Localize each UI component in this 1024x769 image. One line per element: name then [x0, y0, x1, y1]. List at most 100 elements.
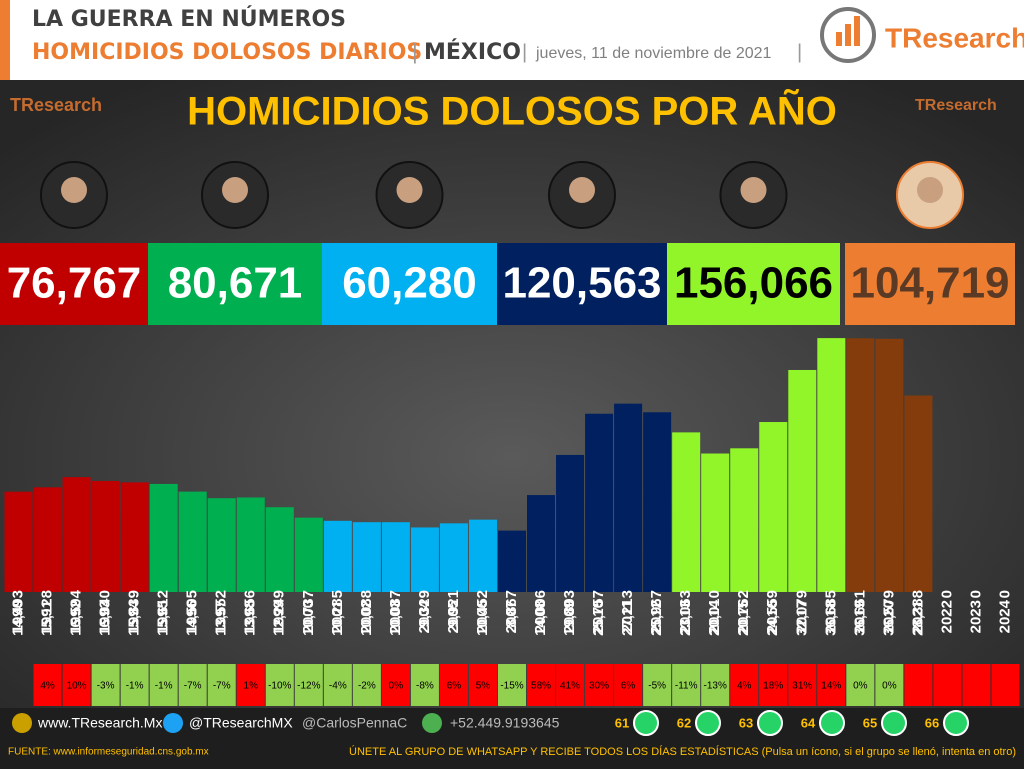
value-label: 10,088: [358, 590, 375, 636]
change-label: 10%: [67, 681, 87, 692]
x-tick-label: 2005: [445, 600, 462, 633]
change-label: 6%: [447, 681, 462, 692]
x-tick-label: 2011: [619, 600, 636, 633]
bar: [788, 369, 817, 592]
whatsapp-icon[interactable]: [695, 710, 721, 736]
bar: [497, 530, 527, 592]
change-cell: [933, 664, 962, 706]
logo: TResearch: [820, 7, 1024, 63]
portrait-face: [740, 177, 767, 203]
value-label: 15,612: [155, 590, 172, 636]
change-cell: [585, 664, 614, 706]
change-label: -7%: [213, 681, 231, 692]
change-label: 0%: [853, 681, 868, 692]
header-stripe: [0, 0, 10, 80]
change-label: 6%: [621, 681, 636, 692]
bar: [701, 453, 730, 592]
header-bg: [0, 0, 1024, 80]
value-label: 12,249: [271, 590, 288, 636]
x-tick-label: 1994: [126, 599, 143, 633]
separator: |: [412, 39, 418, 64]
value-label: 24,559: [764, 590, 781, 636]
total-box: [667, 243, 840, 325]
whatsapp-icon[interactable]: [943, 710, 969, 736]
x-tick-label: 2016: [764, 600, 781, 633]
value-label: 0: [967, 590, 984, 598]
value-label: 0: [938, 590, 955, 598]
header-date: jueves, 11 de noviembre de 2021: [535, 45, 772, 62]
change-cell: [643, 664, 672, 706]
whatsapp-icon[interactable]: [819, 710, 845, 736]
x-tick-label: 1997: [213, 600, 230, 633]
bar: [91, 480, 120, 592]
bar: [294, 517, 323, 592]
bar: [846, 338, 875, 592]
value-label: 9,329: [416, 590, 433, 628]
whatsapp-icon[interactable]: [757, 710, 783, 736]
bar: [527, 495, 556, 592]
bar: [207, 498, 236, 592]
total-box: [497, 243, 667, 325]
change-label: -1%: [126, 681, 144, 692]
total-box: [845, 243, 1015, 325]
change-label: -8%: [416, 681, 434, 692]
bar: [178, 491, 207, 592]
bar: [120, 482, 149, 592]
value-label: 16,594: [68, 589, 85, 636]
change-cell: [62, 664, 91, 706]
change-label: -5%: [648, 681, 666, 692]
footer-source: FUENTE: www.informeseguridad.cns.gob.mx: [8, 747, 209, 758]
x-tick-label: 2021: [909, 600, 926, 633]
change-label: 30%: [589, 681, 609, 692]
change-label: 31%: [792, 681, 812, 692]
change-cell: [33, 664, 62, 706]
change-cell: [497, 664, 527, 706]
value-label: 23,063: [677, 590, 694, 636]
value-label: 14,006: [532, 590, 549, 636]
group-number: 66: [925, 715, 939, 730]
change-cell: [991, 664, 1020, 706]
change-cell: [672, 664, 701, 706]
change-cell: [962, 664, 991, 706]
total-box: [0, 243, 148, 325]
value-label: 16,040: [97, 590, 114, 636]
value-label: 20,762: [735, 590, 752, 636]
x-tick-label: 2006: [474, 600, 491, 633]
bar: [352, 522, 381, 592]
change-label: 4%: [40, 681, 55, 692]
footer-web: www.TResearch.Mx: [37, 715, 162, 731]
change-label: 0%: [389, 681, 404, 692]
change-cell: [730, 664, 759, 706]
group-number: 64: [801, 715, 816, 730]
change-cell: [294, 664, 323, 706]
change-cell: [904, 664, 933, 706]
value-label: 0: [996, 590, 1013, 598]
value-label: 14,505: [184, 590, 201, 636]
change-cell: [468, 664, 497, 706]
value-label: 14,493: [9, 590, 26, 636]
x-tick-label: 2015: [735, 600, 752, 633]
total-value: 76,767: [7, 259, 142, 308]
value-label: 36,579: [880, 590, 897, 636]
bar: [149, 483, 178, 592]
change-cell: [352, 664, 381, 706]
header-country: MÉXICO: [424, 39, 521, 65]
value-label: 28,388: [909, 590, 926, 636]
x-tick-label: 2024: [996, 599, 1013, 633]
bar: [265, 507, 294, 592]
footer-phone: +52.449.9193645: [450, 715, 560, 731]
chart-title: HOMICIDIOS DOLOSOS POR AÑO: [187, 88, 837, 134]
change-label: 0%: [882, 681, 897, 692]
whatsapp-icon[interactable]: [633, 710, 659, 736]
x-tick-label: 2020: [880, 600, 897, 633]
bar: [875, 338, 904, 592]
whatsapp-icon[interactable]: [881, 710, 907, 736]
bar: [236, 497, 265, 592]
change-cell: [788, 664, 817, 706]
portrait-face: [569, 177, 595, 203]
bar: [410, 527, 439, 592]
bar: [730, 448, 759, 592]
x-tick-label: 2022: [938, 600, 955, 633]
value-label: 8,867: [503, 590, 520, 628]
